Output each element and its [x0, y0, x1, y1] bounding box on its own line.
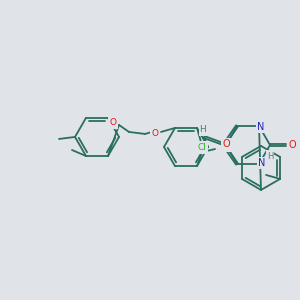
Text: N: N	[258, 158, 266, 168]
Text: O: O	[110, 118, 116, 127]
Text: H: H	[267, 152, 273, 160]
Text: Cl: Cl	[198, 143, 206, 152]
Text: N: N	[257, 122, 265, 132]
Text: O: O	[222, 139, 230, 149]
Text: H: H	[200, 125, 206, 134]
Text: O: O	[200, 142, 206, 152]
Text: O: O	[222, 141, 230, 151]
Text: O: O	[288, 140, 296, 150]
Text: O: O	[152, 129, 158, 138]
